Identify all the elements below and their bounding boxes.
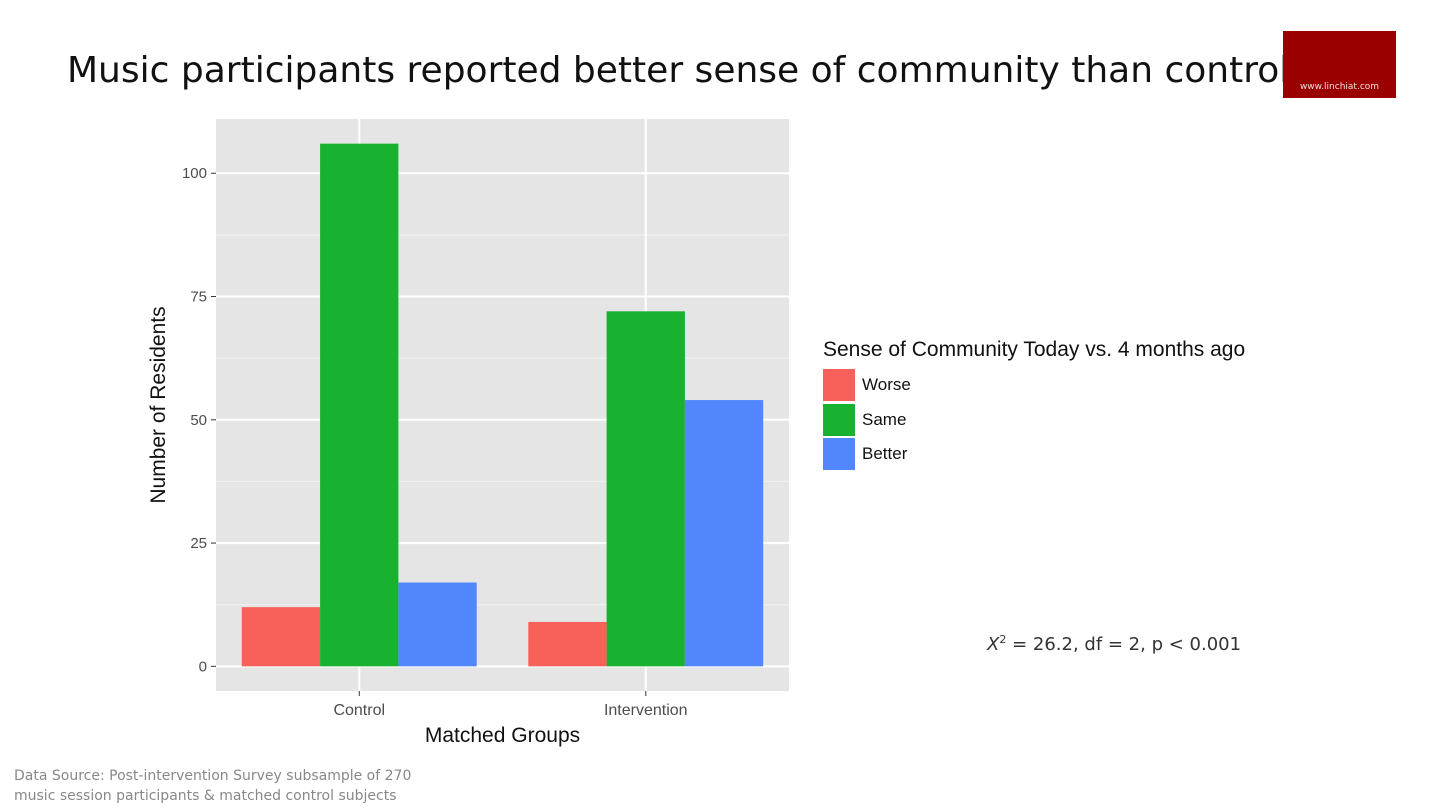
legend-swatch: [823, 403, 855, 436]
legend-items: Worse Same Better: [823, 368, 1245, 472]
bar-same-intervention: [606, 311, 685, 667]
legend-label: Worse: [862, 375, 911, 395]
slide-title: Music participants reported better sense…: [67, 50, 1309, 91]
y-tick-label: 0: [199, 658, 207, 675]
legend-label: Same: [862, 409, 907, 429]
x-tick-label: Intervention: [604, 702, 688, 719]
bar-worse-intervention: [528, 621, 607, 667]
legend-item-same: Same: [823, 403, 1245, 438]
chart-legend: Sense of Community Today vs. 4 months ag…: [823, 338, 1245, 472]
y-tick-label: 50: [190, 412, 207, 429]
legend-title: Sense of Community Today vs. 4 months ag…: [823, 338, 1246, 361]
y-tick-label: 100: [182, 165, 207, 182]
brand-url: www.linchiat.com: [1299, 82, 1380, 92]
y-axis-title: Number of Residents: [147, 306, 170, 503]
data-source-line-1: Data Source: Post-intervention Survey su…: [14, 768, 412, 784]
chi-square-exponent: 2: [999, 633, 1007, 646]
y-tick-label: 25: [190, 535, 207, 552]
chi-square-result: = 26.2, df = 2, p < 0.001: [1006, 634, 1242, 655]
bar-better-control: [398, 582, 477, 667]
legend-item-better: Better: [823, 437, 1245, 472]
brand-logo: www.linchiat.com: [1283, 31, 1396, 98]
legend-swatch: [823, 438, 855, 471]
data-source-line-2: music session participants & matched con…: [14, 788, 397, 804]
chi-square-note: X2 = 26.2, df = 2, p < 0.001: [987, 633, 1241, 655]
bar-same-control: [320, 143, 399, 667]
bar-better-intervention: [684, 400, 764, 667]
legend-label: Better: [862, 444, 908, 464]
x-tick-label: Control: [333, 702, 385, 719]
legend-item-worse: Worse: [823, 368, 1245, 403]
x-axis-title: Matched Groups: [425, 724, 580, 747]
chi-square-symbol: X: [987, 634, 1000, 655]
y-tick-label: 75: [190, 289, 207, 306]
data-source-note: Data Source: Post-intervention Survey su…: [14, 766, 411, 806]
legend-swatch: [823, 369, 855, 402]
bar-worse-control: [241, 607, 321, 667]
